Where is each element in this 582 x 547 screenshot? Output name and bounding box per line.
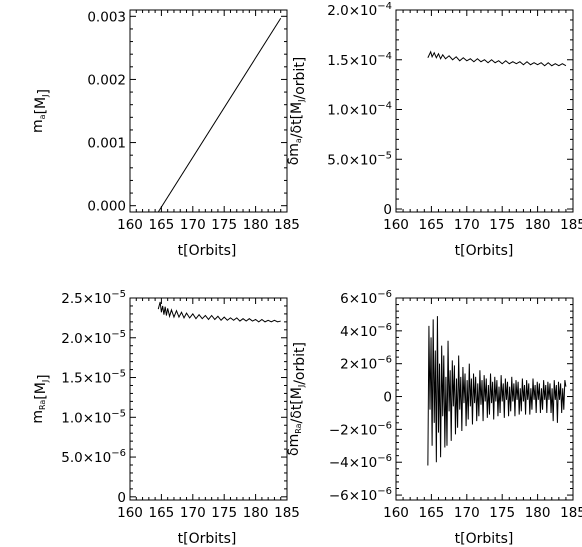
- x-tick-label: 165: [149, 217, 175, 233]
- x-axis-label: t[Orbits]: [178, 243, 237, 259]
- y-tick-label: 0.000: [87, 199, 126, 215]
- y-tick-label: 4×10−6: [340, 322, 392, 340]
- x-tick-label: 165: [149, 505, 175, 521]
- series-line: [427, 50, 567, 67]
- series-line: [427, 316, 567, 466]
- y-axis-label: mRa[MJ]: [30, 374, 52, 423]
- x-tick-label: 180: [525, 217, 551, 233]
- y-tick-label: 0.003: [87, 9, 126, 25]
- x-tick-label: 180: [525, 505, 551, 521]
- y-tick-label: −2×10−6: [329, 420, 392, 438]
- y-axis-label: δmRa/δt[MJ/orbit]: [286, 342, 308, 456]
- y-tick-label: 5.0×10−5: [327, 150, 392, 168]
- panel-top-left: 160 165 170 175 180 185 0.000 0.001 0.002 0.003 t[…: [30, 9, 300, 259]
- plot-frame: [129, 9, 288, 213]
- x-tick-label: 165: [419, 505, 445, 521]
- y-tick-label: 0: [117, 490, 126, 506]
- x-tick-label: 170: [180, 217, 206, 233]
- x-tick-label: 185: [560, 505, 582, 521]
- x-tick-label: 180: [243, 505, 269, 521]
- y-axis-label: δma/δt[MJ/orbit]: [286, 57, 308, 166]
- y-tick-label: 0.002: [87, 72, 126, 88]
- x-tick-label: 160: [383, 217, 409, 233]
- x-tick-label: 170: [180, 505, 206, 521]
- y-tick-label: 0: [383, 390, 392, 406]
- x-axis-label: t[Orbits]: [455, 243, 514, 259]
- panel-bottom-left: 160 165 170 175 180 185 0 5.0×10−6 1.0×10−5 1.5×1…: [30, 289, 300, 547]
- x-tick-label: 185: [274, 505, 300, 521]
- x-axis-label: t[Orbits]: [178, 531, 237, 547]
- y-tick-label: 0.001: [87, 136, 126, 152]
- series-line: [157, 301, 281, 323]
- y-tick-label: 1.0×10−5: [61, 408, 126, 426]
- y-tick-label: 0: [383, 202, 392, 218]
- x-tick-label: 175: [211, 217, 237, 233]
- y-tick-label: 5.0×10−6: [61, 448, 126, 466]
- series-line: [157, 17, 282, 213]
- x-tick-label: 160: [383, 505, 409, 521]
- x-tick-label: 175: [489, 217, 515, 233]
- y-tick-label: 6×10−6: [340, 289, 392, 307]
- plot-frame: [395, 297, 574, 501]
- y-tick-label: 1.0×10−4: [327, 101, 392, 119]
- y-axis-label: ma[MJ]: [30, 89, 52, 133]
- x-tick-label: 180: [243, 217, 269, 233]
- x-tick-label: 160: [117, 217, 143, 233]
- y-tick-label: 1.5×10−5: [61, 369, 126, 387]
- x-tick-label: 185: [560, 217, 582, 233]
- y-tick-label: 2.0×10−5: [61, 329, 126, 347]
- y-tick-label: 2×10−6: [340, 355, 392, 373]
- y-tick-label: −4×10−6: [329, 453, 392, 471]
- y-tick-label: 2.0×10−4: [327, 1, 392, 19]
- plot-frame: [129, 297, 288, 501]
- x-tick-label: 185: [274, 217, 300, 233]
- x-axis-label: t[Orbits]: [455, 531, 514, 547]
- x-tick-label: 160: [117, 505, 143, 521]
- plot-frame: [395, 9, 574, 213]
- x-tick-label: 175: [211, 505, 237, 521]
- x-tick-label: 175: [489, 505, 515, 521]
- x-tick-label: 170: [454, 505, 480, 521]
- x-tick-label: 170: [454, 217, 480, 233]
- x-tick-label: 165: [419, 217, 445, 233]
- y-tick-label: 2.5×10−5: [61, 289, 126, 307]
- panel-bottom-right: 160 165 170 175 180 185 −6×10−6 −4×10−6 −2×10−6 0…: [286, 289, 582, 547]
- y-tick-label: −6×10−6: [329, 486, 392, 504]
- panel-top-right: 160 165 170 175 180 185 0 5.0×10−5 1.0×10−4 1.5×1…: [286, 1, 582, 259]
- y-tick-label: 1.5×10−4: [327, 51, 392, 69]
